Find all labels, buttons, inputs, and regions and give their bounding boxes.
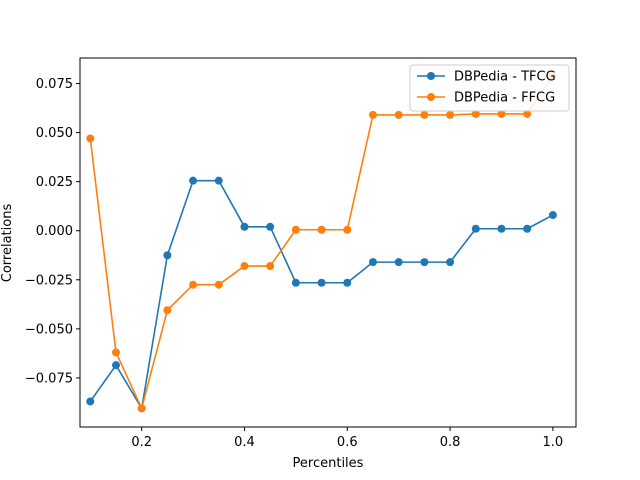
y-tick-label: −0.050 <box>25 322 73 337</box>
series-2-point <box>266 262 275 271</box>
series-2-point <box>86 134 95 143</box>
y-axis-label: Correlations <box>0 204 15 283</box>
series-2-point <box>523 109 532 118</box>
y-tick-label: 0.075 <box>36 77 73 92</box>
series-1-point <box>214 176 223 185</box>
x-tick-label: 0.8 <box>440 435 461 450</box>
x-tick-label: 0.6 <box>337 435 358 450</box>
series-1-point <box>317 278 326 287</box>
x-axis-label: Percentiles <box>293 456 364 471</box>
legend-box <box>409 64 570 112</box>
x-tick-label: 1.0 <box>543 435 564 450</box>
y-tick-label: 0.000 <box>36 224 73 239</box>
series-1-point <box>111 361 120 370</box>
series-2-point <box>163 306 172 315</box>
series-1-point <box>420 258 429 267</box>
series-2-point <box>317 225 326 234</box>
legend-label-2: DBPedia - FFCG <box>454 91 555 106</box>
series-2-point <box>368 110 377 119</box>
series-2-point <box>343 225 352 234</box>
series-2-point <box>394 110 403 119</box>
series-1-point <box>523 224 532 233</box>
series-2-point <box>446 110 455 119</box>
series-2-point <box>240 262 249 271</box>
y-tick-label: −0.075 <box>25 371 73 386</box>
series-2-point <box>291 225 300 234</box>
legend-marker-1 <box>427 72 435 80</box>
series-1-point <box>189 176 198 185</box>
plot-markers-layer <box>86 71 557 413</box>
y-tick-label: −0.025 <box>25 273 73 288</box>
series-1-point <box>266 222 275 231</box>
series-2-point <box>471 109 480 118</box>
series-1-point <box>240 222 249 231</box>
series-1-point <box>368 258 377 267</box>
x-axis: 0.2 0.4 0.6 0.8 1.0 <box>131 427 563 450</box>
legend-label-1: DBPedia - TFCG <box>454 70 556 85</box>
legend-marker-2 <box>427 93 435 101</box>
series-1-point <box>446 258 455 267</box>
legend: DBPedia - TFCG DBPedia - FFCG <box>409 64 570 112</box>
series-1-point <box>343 278 352 287</box>
series-1-point <box>86 397 95 406</box>
series-2-point <box>137 404 146 413</box>
series-2-point <box>189 280 198 289</box>
series-2-point <box>497 109 506 118</box>
y-tick-label: 0.050 <box>36 126 73 141</box>
y-axis: −0.075 −0.050 −0.025 0.000 0.025 0.050 0.075 <box>25 77 80 386</box>
series-1-point <box>497 224 506 233</box>
series-2-point <box>420 110 429 119</box>
series-2-point <box>214 280 223 289</box>
plot-area-frame <box>79 57 577 428</box>
series-1-point <box>394 258 403 267</box>
series-1-point <box>291 278 300 287</box>
series-1-point <box>471 224 480 233</box>
series-2-point <box>111 348 120 357</box>
series-1-point <box>163 251 172 260</box>
series-1-point <box>548 211 557 220</box>
x-tick-label: 0.2 <box>131 435 152 450</box>
y-tick-label: 0.025 <box>36 175 73 190</box>
x-tick-label: 0.4 <box>234 435 255 450</box>
